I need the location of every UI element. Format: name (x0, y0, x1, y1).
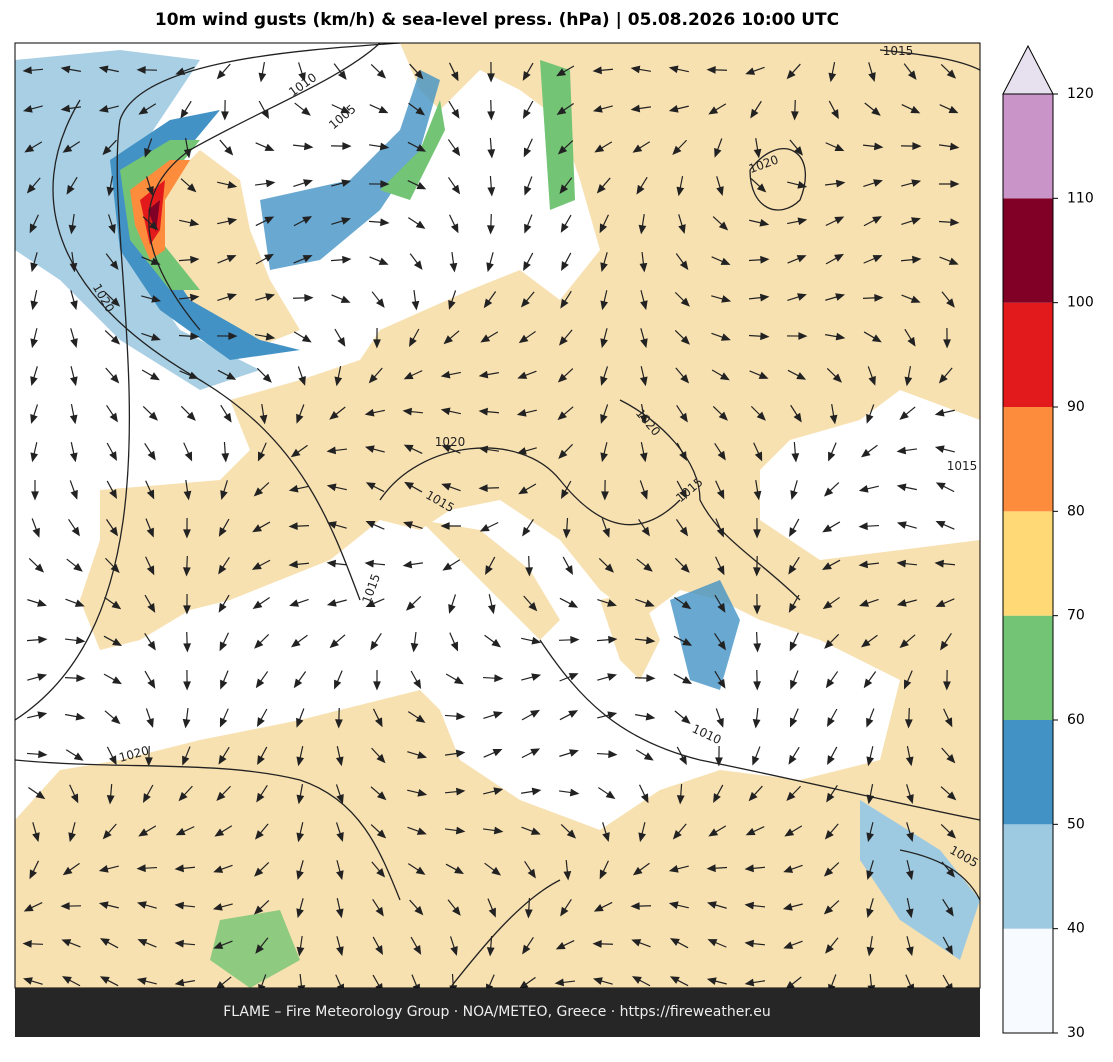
colorbar-tick-label: 90 (1067, 399, 1085, 415)
colorbar-tick-label: 80 (1067, 503, 1085, 519)
colorbar-bin (1003, 198, 1053, 302)
footer-text: FLAME – Fire Meteorology Group · NOA/MET… (223, 1004, 771, 1020)
colorbar-tick-label: 30 (1067, 1025, 1085, 1041)
colorbar-bin (1003, 824, 1053, 928)
colorbar-tick-label: 60 (1067, 712, 1085, 728)
colorbar-bin (1003, 94, 1053, 198)
colorbar-tick-label: 50 (1067, 816, 1085, 832)
colorbar-tick-label: 100 (1067, 295, 1094, 311)
colorbar-tick-label: 110 (1067, 190, 1094, 206)
isobar-label: 1020 (435, 435, 466, 449)
colorbar-bin (1003, 511, 1053, 615)
colorbar-bin (1003, 929, 1053, 1033)
colorbar-extend (1003, 46, 1053, 94)
colorbar: 30 40 50 60 70 80 90 100 110 120 (1003, 46, 1094, 1041)
colorbar-tick-label: 120 (1067, 86, 1094, 102)
colorbar-bin (1003, 303, 1053, 407)
map: 1015101010051020102010201020101510151015… (15, 43, 981, 993)
colorbar-bin (1003, 407, 1053, 511)
isobar-label: 1015 (883, 44, 914, 58)
colorbar-tick-label: 40 (1067, 921, 1085, 937)
colorbar-bin (1003, 616, 1053, 720)
colorbar-tick-label: 70 (1067, 608, 1085, 624)
map-title: 10m wind gusts (km/h) & sea-level press.… (155, 10, 839, 30)
colorbar-bin (1003, 720, 1053, 824)
isobar-label: 1015 (947, 459, 978, 473)
